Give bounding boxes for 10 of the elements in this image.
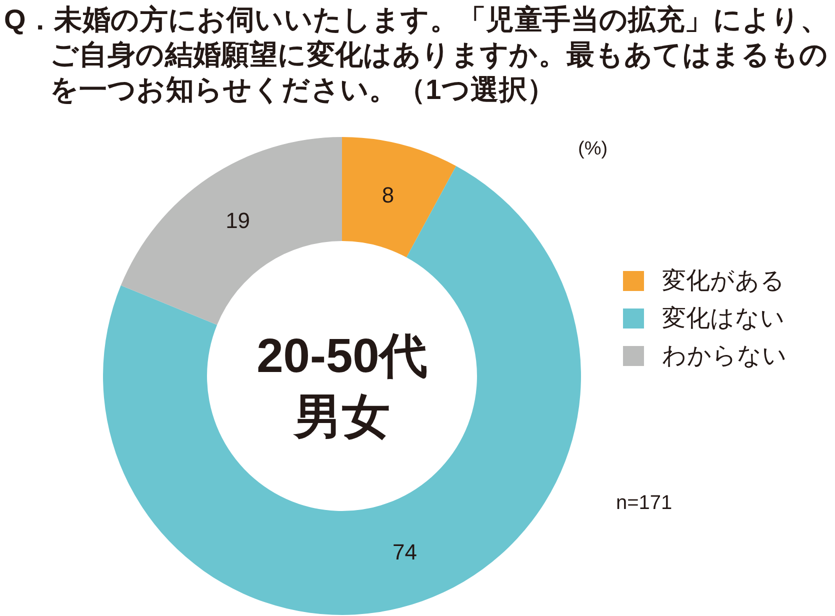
legend-label: わからない (662, 342, 787, 370)
text: 20-50代男女 (256, 329, 428, 446)
data-label: 8 (382, 182, 394, 208)
legend-label: 変化はない (662, 305, 785, 332)
chart-title: Q．未婚の方にお伺いいたします。「児童手当の拡充」により、ご自身の結婚願望に変化はありますか。最もあてはまるものを一つお知らせください。（1つ選択） (3, 3, 830, 107)
legend-label: 変化がある (662, 268, 785, 294)
text: n=171 (616, 492, 672, 514)
text: (%) (578, 138, 608, 160)
data-label: 74 (392, 540, 417, 565)
data-label: 19 (226, 208, 250, 234)
